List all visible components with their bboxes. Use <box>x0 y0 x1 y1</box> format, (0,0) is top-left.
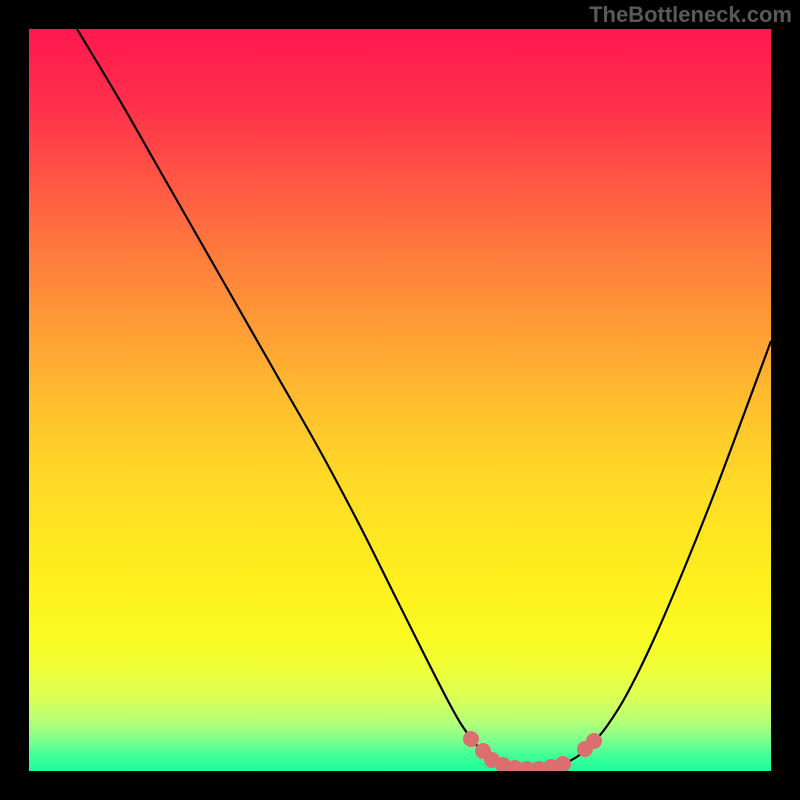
curve-layer <box>29 29 771 771</box>
data-marker <box>555 756 571 771</box>
data-marker <box>463 731 479 747</box>
marker-group <box>463 731 602 771</box>
chart-container: TheBottleneck.com <box>0 0 800 800</box>
bottleneck-curve <box>77 29 771 769</box>
plot-area <box>29 29 771 771</box>
watermark-text: TheBottleneck.com <box>589 2 792 28</box>
data-marker <box>586 733 602 749</box>
